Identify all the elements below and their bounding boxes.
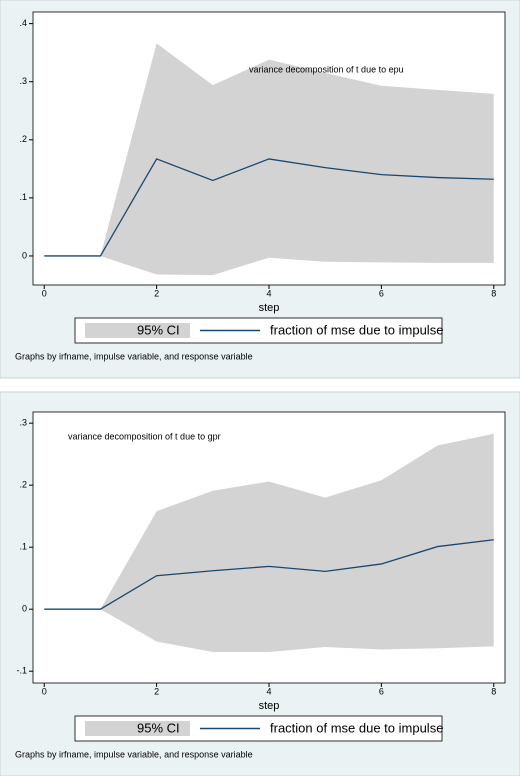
y-tick-label: .3 xyxy=(19,418,27,428)
y-tick-label: 0 xyxy=(22,250,27,260)
x-tick-label: 4 xyxy=(266,288,271,298)
y-tick-label: -.1 xyxy=(16,666,27,676)
y-tick-label: .1 xyxy=(19,192,27,202)
y-tick-label: .1 xyxy=(19,542,27,552)
y-tick-label: 0 xyxy=(22,604,27,614)
note: Graphs by irfname, impulse variable, and… xyxy=(15,351,253,361)
x-tick-label: 4 xyxy=(266,686,271,696)
y-tick-label: .2 xyxy=(19,134,27,144)
x-tick-label: 8 xyxy=(491,686,496,696)
x-tick-label: 6 xyxy=(379,686,384,696)
line xyxy=(44,158,494,257)
y-tick-label: .3 xyxy=(19,76,27,86)
legend-label: 95% CI xyxy=(137,322,180,337)
legend-label: 95% CI xyxy=(137,720,180,735)
note: Graphs by irfname, impulse variable, and… xyxy=(15,749,253,759)
line xyxy=(44,539,494,610)
legend-swatch xyxy=(85,323,190,338)
chart-title: variance decomposition of t due to epu xyxy=(249,64,404,74)
ci-band xyxy=(44,433,494,652)
x-tick-label: 6 xyxy=(379,288,384,298)
x-tick-label: 2 xyxy=(154,288,159,298)
y-tick-label: .4 xyxy=(19,18,27,28)
x-tick-label: 0 xyxy=(42,686,47,696)
x-axis-label: step xyxy=(259,700,280,712)
x-tick-label: 2 xyxy=(154,686,159,696)
x-tick-label: 8 xyxy=(491,288,496,298)
legend-label: fraction of mse due to impulse xyxy=(270,322,443,337)
legend-swatch xyxy=(85,721,190,736)
y-tick-label: .2 xyxy=(19,480,27,490)
x-axis-label: step xyxy=(259,302,280,314)
chart-title: variance decomposition of t due to gpr xyxy=(68,431,221,441)
legend-label: fraction of mse due to impulse xyxy=(270,720,443,735)
x-tick-label: 0 xyxy=(42,288,47,298)
